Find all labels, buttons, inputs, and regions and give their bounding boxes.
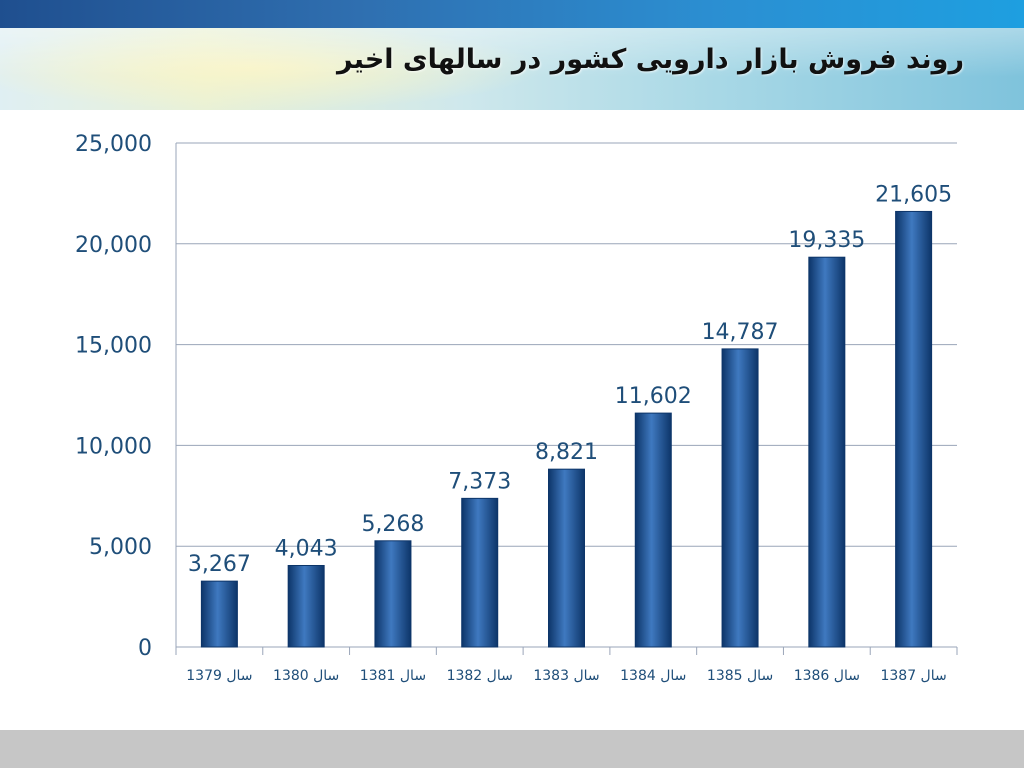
y-tick-label: 10,000: [75, 434, 152, 459]
bar: [461, 497, 499, 648]
x-tick-label: سال 1381: [360, 668, 426, 684]
bar: [287, 564, 325, 648]
data-labels: 3,267 4,043 5,268 7,373 8,821 11,602 14,787 19,…: [188, 182, 952, 577]
x-tick-label: سال 1385: [707, 668, 773, 684]
x-tick-label: سال 1386: [794, 668, 860, 684]
data-label: 19,335: [788, 228, 865, 253]
bar: [634, 412, 672, 648]
bar: [895, 210, 933, 648]
x-tick-label: سال 1382: [447, 668, 513, 684]
footer-band: [0, 730, 1024, 768]
x-tick-label: سال 1383: [533, 668, 599, 684]
x-axis-tick-labels: سال 1379 سال 1380 سال 1381 سال 1382 سال 1383…: [186, 668, 946, 684]
x-tick-label: سال 1380: [273, 668, 339, 684]
x-tick-label: سال 1379: [186, 668, 252, 684]
bar-chart: 0 5,000 10,000 15,000 20,000 25,000 3,267 4,04…: [75, 132, 958, 684]
data-label: 14,787: [702, 320, 779, 345]
y-tick-label: 5,000: [89, 535, 152, 560]
bar: [548, 468, 585, 648]
bar: [808, 256, 846, 648]
data-label: 8,821: [535, 440, 598, 465]
bar: [374, 540, 412, 648]
data-label: 21,605: [875, 182, 952, 207]
data-label: 3,267: [188, 552, 251, 577]
slide-title: روند فروش بازار دارویی کشور در سالهای اخ…: [337, 44, 964, 75]
bars: [200, 210, 933, 648]
bar: [200, 580, 238, 648]
data-label: 7,373: [448, 469, 511, 494]
x-tick-label: سال 1387: [880, 668, 946, 684]
y-axis-tick-labels: 0 5,000 10,000 15,000 20,000 25,000: [75, 132, 152, 661]
y-tick-label: 25,000: [75, 132, 152, 157]
x-tick-label: سال 1384: [620, 668, 686, 684]
data-label: 11,602: [615, 384, 692, 409]
y-tick-label: 15,000: [75, 334, 152, 359]
y-tick-label: 0: [138, 636, 152, 661]
y-tick-label: 20,000: [75, 233, 152, 258]
bar: [721, 348, 759, 648]
data-label: 4,043: [275, 536, 338, 561]
title-banner: [0, 28, 1024, 110]
data-label: 5,268: [361, 512, 424, 537]
top-banner: [0, 0, 1024, 28]
